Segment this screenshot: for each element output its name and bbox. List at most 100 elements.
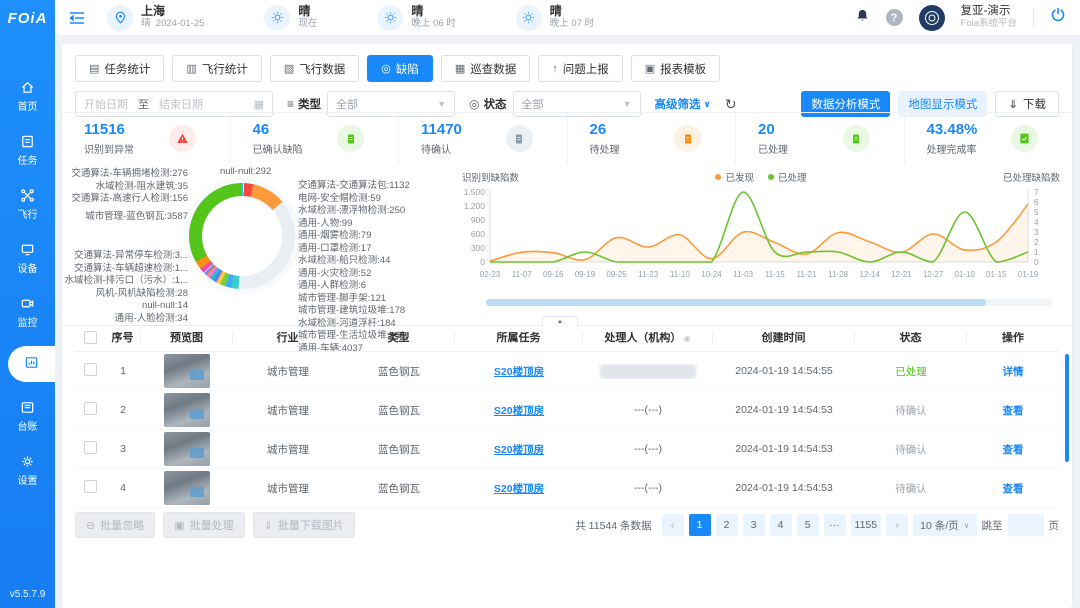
location-widget[interactable]: 上海 晴 2024-01-25	[107, 4, 204, 31]
defect-category-donut-chart[interactable]	[189, 183, 295, 289]
page-button[interactable]: 5	[796, 514, 819, 536]
svg-text:0: 0	[1034, 257, 1039, 267]
collapse-charts-button[interactable]: ▲	[542, 316, 578, 326]
donut-label: 通用-口罩检测:17	[298, 242, 372, 254]
page-button[interactable]: 4	[769, 514, 792, 536]
sidebar-item-data-report-active[interactable]	[8, 346, 55, 382]
donut-hole	[202, 196, 282, 276]
donut-label: 交通算法-交通算法包:1132	[298, 180, 410, 191]
status-select[interactable]: 全部 ▼	[512, 91, 641, 117]
row-action-link[interactable]: 查看	[1002, 404, 1024, 417]
tab-label: 问题上报	[562, 63, 609, 76]
svg-text:11-03: 11-03	[733, 270, 753, 279]
defect-trend-line-chart[interactable]: 识别到缺陷数 已发现 已处理 已处理缺陷数 1,500 1,200 900 600 30…	[452, 166, 1064, 324]
row-checkbox[interactable]	[83, 363, 97, 376]
table-scrollbar[interactable]	[1065, 354, 1069, 462]
location-pin-icon	[107, 4, 133, 31]
row-checkbox[interactable]	[83, 402, 97, 415]
chevron-down-icon: ∨	[963, 520, 970, 530]
row-checkbox[interactable]	[83, 441, 97, 454]
row-action-link[interactable]: 详情	[1002, 365, 1024, 378]
page-size-select[interactable]: 10 条/页 ∨	[913, 514, 977, 536]
jump-page-input[interactable]	[1007, 514, 1044, 536]
end-date-input[interactable]: 结束日期	[159, 99, 203, 111]
collapse-menu-icon[interactable]	[69, 11, 85, 25]
process-icon: ▣	[174, 519, 185, 532]
chart-scrollbar-thumb[interactable]	[486, 299, 986, 306]
bell-icon[interactable]	[855, 8, 870, 28]
preview-image[interactable]	[164, 432, 210, 466]
sidebar-item-settings[interactable]: 设置	[0, 450, 55, 490]
row-checkbox[interactable]	[83, 480, 97, 493]
table-row: 1 城市管理 蓝色钢瓦 S20楼顶房 2024-01-19 14:54:55 已处理 详情	[75, 352, 1059, 391]
row-action-link[interactable]: 查看	[1002, 443, 1024, 456]
svg-text:0: 0	[480, 257, 485, 267]
type-select[interactable]: 全部 ▼	[327, 91, 456, 117]
flight-icon	[21, 188, 34, 202]
preview-image-cell	[141, 432, 233, 466]
prev-page-button[interactable]: ‹	[661, 514, 684, 536]
tab-flight-data[interactable]: ▧ 飞行数据	[269, 55, 360, 82]
date-range-picker[interactable]: 开始日期 至 结束日期 ▦	[75, 91, 273, 117]
donut-label: 城市管理-脚手架:121	[298, 292, 387, 304]
status-badge: 待确认	[895, 482, 927, 495]
sidebar-item-tasks[interactable]: 任务	[0, 130, 55, 170]
type-cell: 蓝色钢瓦	[378, 404, 420, 417]
donut-label: 通用-烟雾检测:79	[298, 230, 372, 241]
svg-text:7: 7	[1034, 187, 1039, 197]
chart-scrollbar[interactable]	[486, 299, 1052, 306]
preview-image[interactable]	[164, 393, 210, 427]
sidebar-item-monitoring[interactable]: 监控	[0, 292, 55, 332]
svg-text:09-16: 09-16	[543, 270, 564, 279]
refresh-icon[interactable]: ↻	[724, 95, 737, 112]
sidebar-item-flight[interactable]: 飞行	[0, 184, 55, 224]
batch-process-button[interactable]: ▣ 批量处理	[163, 512, 245, 538]
donut-label: 通用-火灾检测:52	[298, 267, 372, 279]
tab-report-issue[interactable]: ↑ 问题上报	[538, 55, 623, 82]
sidebar-item-devices[interactable]: 设备	[0, 238, 55, 278]
tab-task-stats[interactable]: ▤ 任务统计	[75, 55, 165, 82]
sidebar-item-home[interactable]: 首页	[0, 76, 55, 116]
row-action-link[interactable]: 查看	[1002, 482, 1024, 495]
batch-download-images-button[interactable]: ⇓ 批量下载图片	[252, 512, 355, 538]
column-header: 状态	[855, 332, 967, 345]
sidebar-item-ledger[interactable]: 台账	[0, 396, 55, 436]
legend-item-processed[interactable]: 已处理	[768, 170, 807, 184]
page-button[interactable]: 1	[688, 514, 711, 536]
row-checkbox-cell	[75, 480, 105, 496]
app-logo: FOiA	[7, 9, 48, 27]
preview-image[interactable]	[164, 354, 210, 388]
task-link[interactable]: S20楼顶房	[493, 404, 545, 417]
logout-icon[interactable]	[1050, 7, 1066, 28]
privacy-toggle-icon[interactable]: ◉	[681, 334, 691, 343]
stat-value: 26	[589, 121, 607, 138]
task-link[interactable]: S20楼顶房	[493, 365, 545, 378]
tab-patrol-data[interactable]: ▦ 巡查数据	[440, 55, 531, 82]
task-link[interactable]: S20楼顶房	[493, 482, 545, 495]
row-checkbox-cell	[75, 441, 105, 457]
advanced-filter-toggle[interactable]: 高级筛选 ∨	[654, 98, 711, 112]
select-all-checkbox[interactable]	[83, 330, 97, 344]
help-icon[interactable]: ?	[885, 9, 903, 26]
preview-image[interactable]	[164, 471, 210, 505]
jump-prefix: 跳至	[981, 519, 1003, 532]
avatar[interactable]	[918, 4, 945, 31]
page-button[interactable]: 3	[742, 514, 765, 536]
user-info[interactable]: 复亚-演示 Foia系统平台	[961, 5, 1017, 30]
page-button[interactable]: 1155	[850, 514, 882, 536]
handler-cell: ---(---)	[634, 404, 662, 416]
redacted-handler	[600, 363, 696, 379]
tab-label: 报表模板	[660, 63, 707, 76]
column-header: 类型	[343, 332, 455, 345]
user-org: Foia系统平台	[960, 18, 1017, 29]
start-date-input[interactable]: 开始日期	[84, 99, 128, 111]
tab-defects[interactable]: ◎ 缺陷	[367, 55, 433, 82]
page-button[interactable]: 2	[715, 514, 738, 536]
tab-report-template[interactable]: ▣ 报表模板	[630, 55, 721, 82]
legend-item-found[interactable]: 已发现	[715, 170, 754, 184]
batch-ignore-button[interactable]: ⊖ 批量忽略	[75, 512, 156, 538]
tab-flight-stats[interactable]: ▥ 飞行统计	[172, 55, 262, 82]
next-page-button[interactable]: ›	[886, 514, 909, 536]
forecast-now: 晴 现在	[264, 4, 317, 31]
task-link[interactable]: S20楼顶房	[493, 443, 545, 456]
